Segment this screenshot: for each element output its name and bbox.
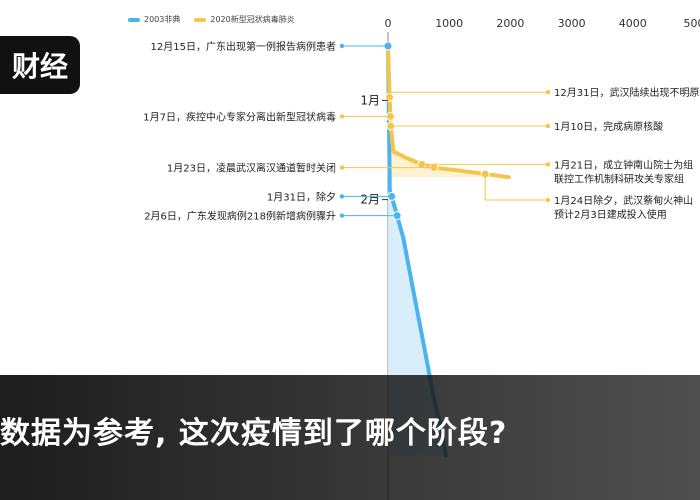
annotation-label: 1月23日，凌晨武汉离汉通道暂时关闭: [167, 162, 336, 175]
annotation-dot: [339, 165, 345, 170]
annotation-label: 12月31日，武汉陆续出现不明原: [554, 86, 699, 99]
y-axis: 1月 2月: [360, 93, 388, 207]
caption-overlay: [0, 375, 700, 500]
legend-item-sars: 2003非典: [128, 14, 180, 25]
annotation-label: 1月24日除夕，武汉蔡甸火神山: [554, 194, 693, 207]
annotation-dot: [545, 90, 551, 95]
annotation-dot: [545, 123, 551, 129]
annotation-dot: [339, 194, 345, 199]
annotations: 12月15日，广东出现第一例报告病例患者 1月7日，疾控中心专家分离出新型冠状病毒…: [143, 40, 699, 223]
legend-label-covid: 2020新型冠状病毒肺炎: [210, 15, 295, 24]
x-tick-label: 2000: [496, 17, 524, 30]
line-covid: [386, 44, 511, 180]
annotation-label: 1月10日，完成病原核酸: [554, 120, 663, 133]
annotation-label: 1月31日，除夕: [267, 190, 336, 203]
series-points: [383, 41, 490, 221]
x-tick-label: 3000: [558, 17, 586, 30]
annotation-label: 1月21日，成立钟南山院士为组: [554, 158, 693, 171]
point-covid: [385, 92, 395, 102]
area-covid: [388, 46, 509, 178]
annotation-leader: [484, 174, 548, 201]
annotation-dot: [339, 114, 345, 119]
annotation-label: 2月6日，广东发现病例218例新增病例骤升: [144, 210, 336, 223]
legend: 2003非典 2020新型冠状病毒肺炎: [128, 14, 295, 25]
annotation-label: 12月15日，广东出现第一例报告病例患者: [151, 40, 336, 53]
x-tick-label: 1000: [435, 17, 463, 30]
legend-item-covid: 2020新型冠状病毒肺炎: [194, 14, 295, 25]
x-tick-label: 500: [684, 17, 700, 30]
annotation-dot: [545, 197, 551, 203]
caption-title: 数据为参考, 这次疫情到了哪个阶段?: [0, 416, 508, 451]
x-axis: 0 1000 2000 3000 4000 500: [385, 17, 700, 30]
x-tick-label: 4000: [619, 17, 647, 30]
areas: [388, 46, 509, 456]
annotation-label-line2: 预计2月3日建成投入使用: [554, 208, 667, 221]
y-tick-label: 1月: [360, 93, 380, 107]
area-sars: [388, 46, 447, 456]
legend-swatch-sars: [128, 17, 140, 22]
brand-logo: 财经: [0, 36, 80, 94]
legend-label-sars: 2003非典: [144, 15, 181, 24]
y-tick-label: 2月: [360, 193, 380, 207]
annotation-dot: [339, 213, 345, 218]
annotation-dot: [339, 43, 345, 49]
annotation-label-line2: 联控工作机制科研攻关专家组: [554, 172, 684, 185]
legend-swatch-covid: [194, 17, 207, 22]
x-tick-label: 0: [385, 17, 392, 30]
annotation-dot: [545, 162, 551, 167]
annotation-label: 1月7日，疾控中心专家分离出新型冠状病毒: [143, 110, 336, 123]
